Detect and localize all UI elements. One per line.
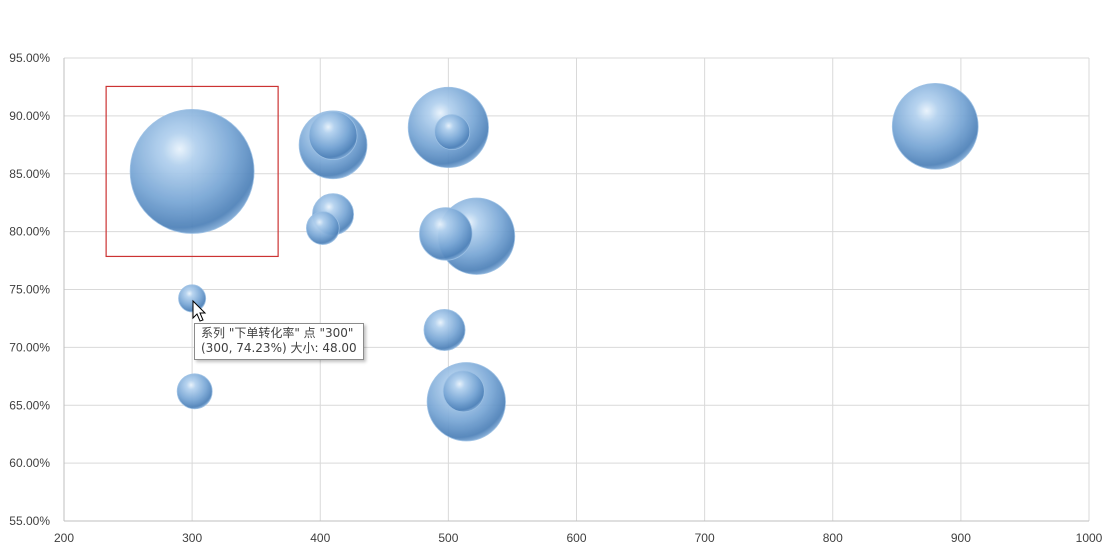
x-tick-label: 800 [823, 531, 843, 545]
x-tick-label: 700 [695, 531, 715, 545]
y-tick-label: 85.00% [9, 167, 50, 181]
x-tick-label: 300 [182, 531, 202, 545]
bubble [442, 370, 485, 413]
y-tick-label: 55.00% [9, 514, 50, 528]
x-tick-label: 900 [951, 531, 971, 545]
y-tick-label: 80.00% [9, 225, 50, 239]
bubble [178, 284, 207, 313]
bubble [419, 207, 473, 261]
x-tick-label: 600 [566, 531, 586, 545]
bubble [891, 82, 979, 170]
bubble [308, 111, 358, 160]
y-tick-label: 90.00% [9, 109, 50, 123]
y-tick-label: 70.00% [9, 340, 50, 354]
y-tick-label: 95.00% [9, 51, 50, 65]
y-tick-label: 60.00% [9, 456, 50, 470]
tooltip-series-line: 系列 "下单转化率" 点 "300" [201, 326, 354, 340]
bubble [129, 109, 255, 234]
highlight-rect [105, 85, 279, 258]
y-axis-tick-labels: 55.00% 60.00% 65.00% 70.00% 75.00% 80.00% 85.0… [9, 51, 50, 528]
bubble [306, 211, 340, 245]
y-tick-label: 75.00% [9, 283, 50, 297]
bubble [176, 373, 213, 410]
x-tick-label: 500 [438, 531, 458, 545]
mouse-cursor-icon [192, 299, 207, 322]
tooltip-value-line: (300, 74.23%) 大小: 48.00 [201, 341, 357, 355]
x-axis-tick-labels: 200 300 400 500 600 700 800 900 1000 [54, 531, 1103, 545]
y-tick-label: 65.00% [9, 398, 50, 412]
bubble [423, 309, 466, 351]
x-tick-label: 1000 [1076, 531, 1103, 545]
bubble-series [129, 82, 979, 442]
data-point-tooltip: 系列 "下单转化率" 点 "300" (300, 74.23%) 大小: 48.… [194, 323, 364, 360]
axes [63, 58, 1089, 522]
selection-box [105, 85, 279, 258]
x-tick-label: 200 [54, 531, 74, 545]
bubble [434, 114, 471, 151]
x-tick-label: 400 [310, 531, 330, 545]
